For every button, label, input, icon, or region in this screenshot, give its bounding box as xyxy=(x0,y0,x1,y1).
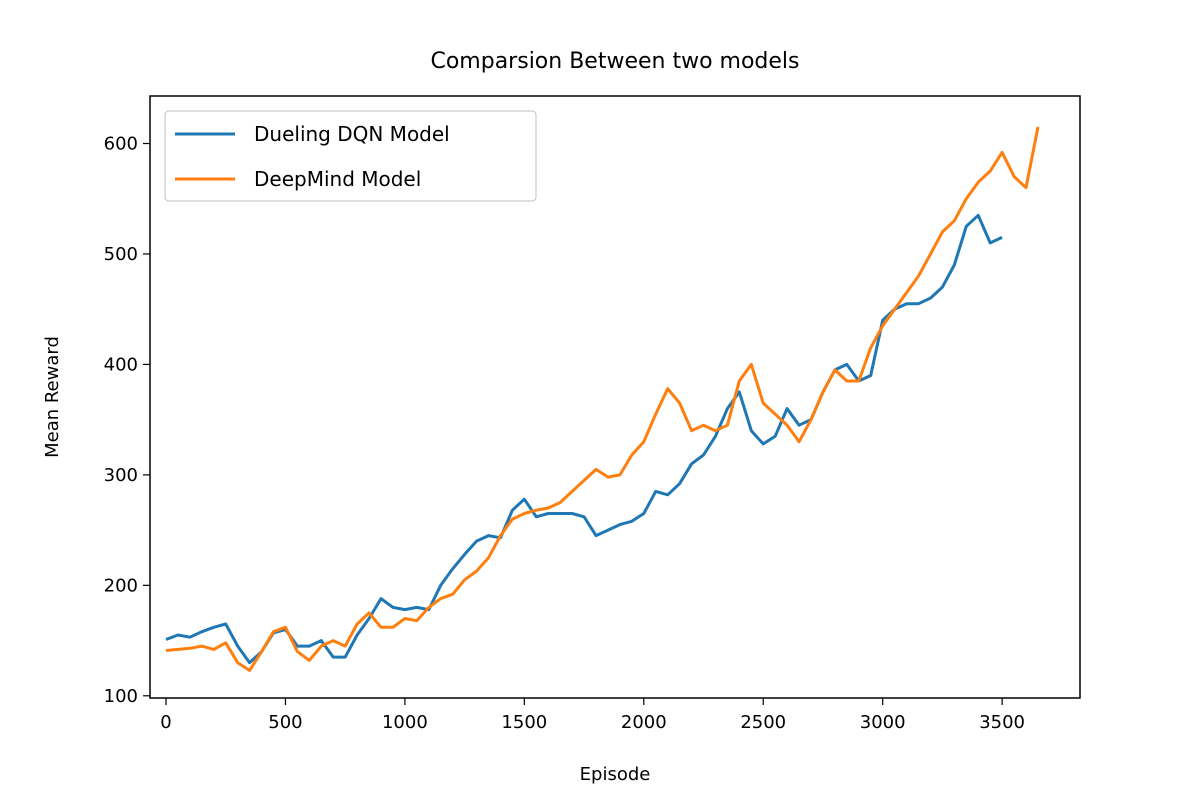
legend-label: Dueling DQN Model xyxy=(254,122,450,146)
plot-frame xyxy=(149,95,1081,699)
x-tick-label: 2500 xyxy=(740,712,786,733)
x-tick-label: 1500 xyxy=(501,712,547,733)
y-axis-label: Mean Reward xyxy=(42,336,63,458)
chart-title: Comparsion Between two models xyxy=(430,49,799,74)
y-tick-label: 500 xyxy=(104,244,138,265)
y-tick-label: 200 xyxy=(104,575,138,596)
y-tick-label: 600 xyxy=(104,133,138,154)
y-tick-label: 400 xyxy=(104,354,138,375)
x-tick-label: 0 xyxy=(160,712,171,733)
x-tick-label: 500 xyxy=(268,712,302,733)
x-axis-label: Episode xyxy=(580,764,651,785)
y-tick-label: 100 xyxy=(104,686,138,707)
x-tick-label: 3500 xyxy=(979,712,1025,733)
y-tick-label: 300 xyxy=(104,465,138,486)
x-tick-label: 1000 xyxy=(382,712,428,733)
line-series xyxy=(165,213,1003,665)
line-series xyxy=(165,126,1040,672)
legend-label: DeepMind Model xyxy=(254,167,421,191)
legend-box xyxy=(164,110,537,202)
x-tick-label: 3000 xyxy=(860,712,906,733)
x-tick-label: 2000 xyxy=(621,712,667,733)
